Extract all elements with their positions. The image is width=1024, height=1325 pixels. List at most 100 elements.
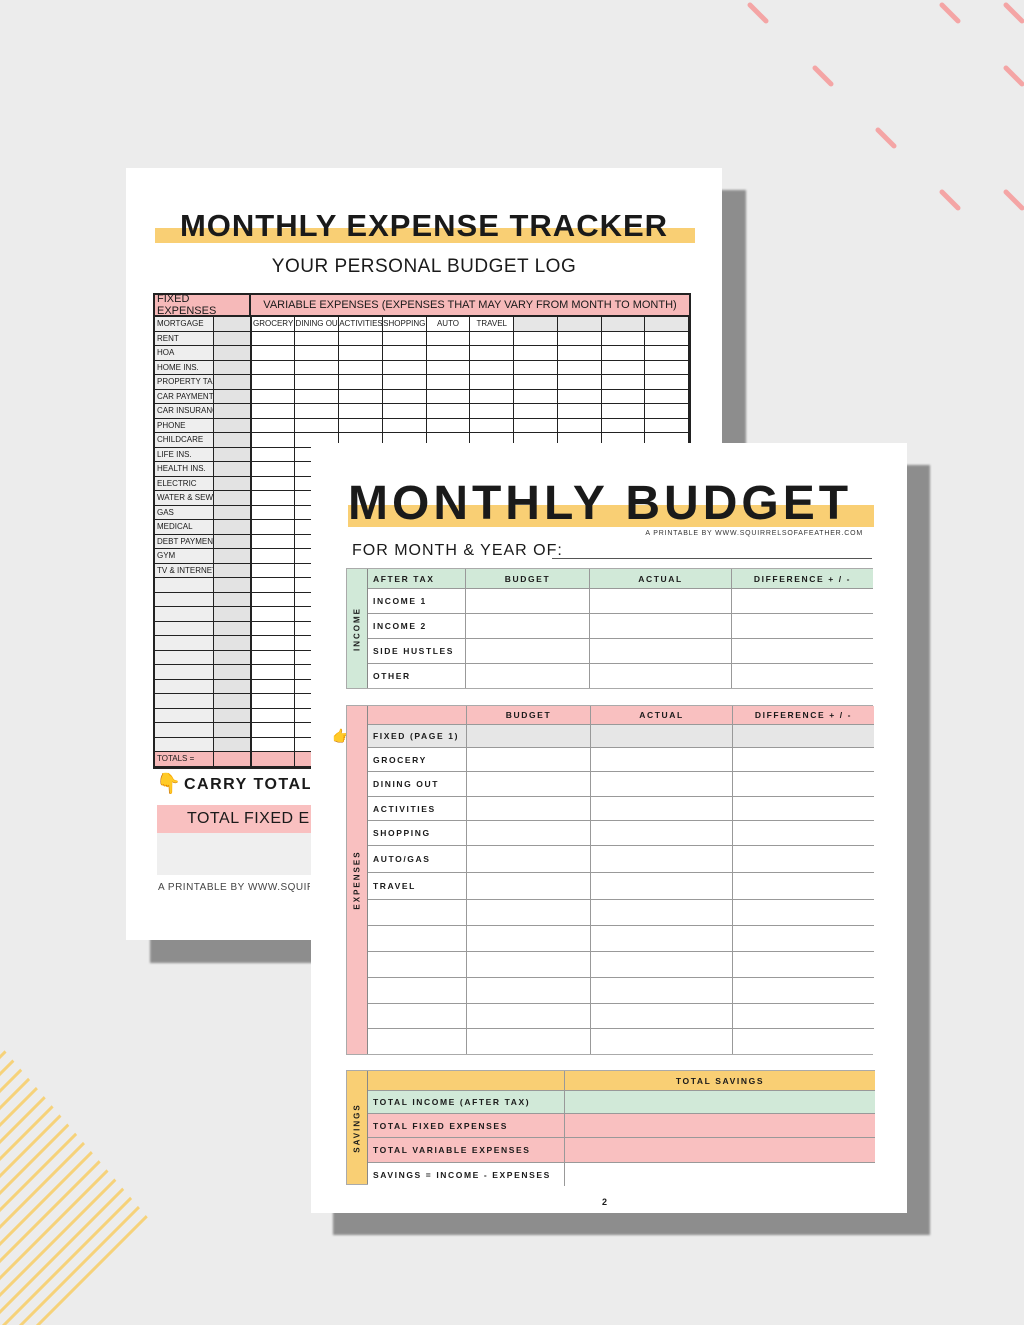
- variable-expense-cell[interactable]: [645, 433, 689, 447]
- variable-expense-cell[interactable]: [602, 433, 646, 447]
- expenses-entry-cell[interactable]: [591, 821, 733, 845]
- variable-expense-cell[interactable]: [558, 404, 602, 418]
- variable-expense-cell[interactable]: [645, 404, 689, 418]
- variable-expense-cell[interactable]: [383, 404, 427, 418]
- fixed-expense-cell[interactable]: [214, 694, 252, 708]
- expenses-entry-cell[interactable]: [467, 873, 591, 899]
- variable-expense-cell[interactable]: [339, 433, 383, 447]
- expenses-entry-cell[interactable]: [591, 873, 733, 899]
- variable-expense-cell[interactable]: [252, 433, 296, 447]
- fixed-expense-cell[interactable]: [214, 563, 252, 577]
- variable-expense-cell[interactable]: [252, 491, 296, 505]
- variable-expense-cell[interactable]: [558, 433, 602, 447]
- variable-expense-cell[interactable]: [252, 447, 296, 461]
- variable-expense-cell[interactable]: [470, 375, 515, 389]
- expenses-entry-cell[interactable]: [591, 772, 733, 796]
- fixed-expense-cell[interactable]: [214, 621, 252, 635]
- variable-expense-cell[interactable]: [339, 346, 383, 360]
- variable-expense-cell[interactable]: [252, 534, 296, 548]
- fixed-expense-cell[interactable]: [214, 505, 252, 519]
- expenses-entry-cell[interactable]: [467, 772, 591, 796]
- expenses-entry-cell[interactable]: [591, 748, 733, 771]
- variable-expense-cell[interactable]: [514, 360, 558, 374]
- expenses-entry-cell[interactable]: [733, 1004, 874, 1028]
- fixed-expense-cell[interactable]: [214, 549, 252, 563]
- variable-expense-cell[interactable]: [470, 360, 515, 374]
- variable-expense-cell[interactable]: [383, 360, 427, 374]
- variable-expense-cell[interactable]: [252, 679, 296, 693]
- fixed-expense-cell[interactable]: [214, 520, 252, 534]
- variable-expense-cell[interactable]: [427, 433, 471, 447]
- variable-expense-cell[interactable]: [427, 331, 471, 345]
- expenses-entry-cell[interactable]: [591, 797, 733, 820]
- variable-expense-cell[interactable]: [252, 462, 296, 476]
- fixed-expense-cell[interactable]: [214, 331, 252, 345]
- variable-expense-cell[interactable]: [339, 360, 383, 374]
- expenses-entry-cell[interactable]: [467, 978, 591, 1003]
- variable-expense-cell[interactable]: [252, 375, 296, 389]
- variable-expense-cell[interactable]: [252, 520, 296, 534]
- fixed-expense-cell[interactable]: [214, 636, 252, 650]
- expenses-entry-cell[interactable]: [467, 1004, 591, 1028]
- variable-expense-cell[interactable]: [252, 665, 296, 679]
- variable-expense-cell[interactable]: [295, 418, 340, 432]
- fixed-expense-cell[interactable]: [214, 462, 252, 476]
- expenses-entry-cell[interactable]: [467, 900, 591, 925]
- income-entry-cell[interactable]: [466, 639, 590, 663]
- expenses-entry-cell[interactable]: [591, 952, 733, 977]
- variable-expense-cell[interactable]: [558, 331, 602, 345]
- savings-entry-cell[interactable]: [565, 1138, 875, 1162]
- fixed-expense-cell[interactable]: [214, 346, 252, 360]
- expenses-entry-cell[interactable]: [591, 978, 733, 1003]
- variable-expense-cell[interactable]: [558, 389, 602, 403]
- income-entry-cell[interactable]: [732, 589, 873, 613]
- variable-expense-cell[interactable]: [383, 331, 427, 345]
- expenses-entry-cell[interactable]: [733, 978, 874, 1003]
- variable-expense-cell[interactable]: [295, 404, 340, 418]
- variable-expense-cell[interactable]: [383, 418, 427, 432]
- expenses-entry-cell[interactable]: [733, 900, 874, 925]
- variable-expense-cell[interactable]: [602, 404, 646, 418]
- fixed-expense-cell[interactable]: [214, 317, 252, 331]
- variable-expense-cell[interactable]: [252, 621, 296, 635]
- income-entry-cell[interactable]: [590, 639, 732, 663]
- variable-expense-cell[interactable]: [383, 346, 427, 360]
- expenses-entry-cell[interactable]: [591, 1029, 733, 1054]
- variable-expense-cell[interactable]: [339, 404, 383, 418]
- variable-expense-cell[interactable]: [558, 360, 602, 374]
- fixed-expense-cell[interactable]: [214, 418, 252, 432]
- variable-expense-cell[interactable]: [470, 433, 515, 447]
- totals-cell[interactable]: [252, 752, 296, 766]
- variable-expense-cell[interactable]: [383, 433, 427, 447]
- expenses-entry-cell[interactable]: [467, 748, 591, 771]
- expenses-entry-cell[interactable]: [467, 821, 591, 845]
- variable-expense-cell[interactable]: [383, 375, 427, 389]
- income-entry-cell[interactable]: [590, 589, 732, 613]
- expenses-entry-cell[interactable]: [733, 748, 874, 771]
- variable-expense-cell[interactable]: [514, 331, 558, 345]
- variable-expense-cell[interactable]: [252, 578, 296, 592]
- expenses-entry-cell[interactable]: [467, 1029, 591, 1054]
- variable-expense-cell[interactable]: [602, 389, 646, 403]
- variable-expense-cell[interactable]: [252, 418, 296, 432]
- variable-expense-cell[interactable]: [295, 389, 340, 403]
- variable-expense-cell[interactable]: [602, 375, 646, 389]
- variable-expense-cell[interactable]: [602, 331, 646, 345]
- variable-expense-cell[interactable]: [645, 389, 689, 403]
- variable-expense-cell[interactable]: [514, 418, 558, 432]
- variable-expense-cell[interactable]: [645, 375, 689, 389]
- expenses-entry-cell[interactable]: [733, 873, 874, 899]
- variable-expense-cell[interactable]: [252, 636, 296, 650]
- variable-expense-cell[interactable]: [558, 418, 602, 432]
- variable-expense-cell[interactable]: [295, 346, 340, 360]
- expenses-entry-cell[interactable]: [733, 772, 874, 796]
- variable-expense-cell[interactable]: [427, 375, 471, 389]
- variable-expense-cell[interactable]: [339, 389, 383, 403]
- expenses-entry-cell[interactable]: [591, 725, 733, 747]
- savings-entry-cell[interactable]: [565, 1091, 875, 1113]
- variable-expense-cell[interactable]: [252, 592, 296, 606]
- expenses-entry-cell[interactable]: [467, 797, 591, 820]
- variable-expense-cell[interactable]: [252, 404, 296, 418]
- income-entry-cell[interactable]: [590, 664, 732, 688]
- variable-expense-cell[interactable]: [252, 360, 296, 374]
